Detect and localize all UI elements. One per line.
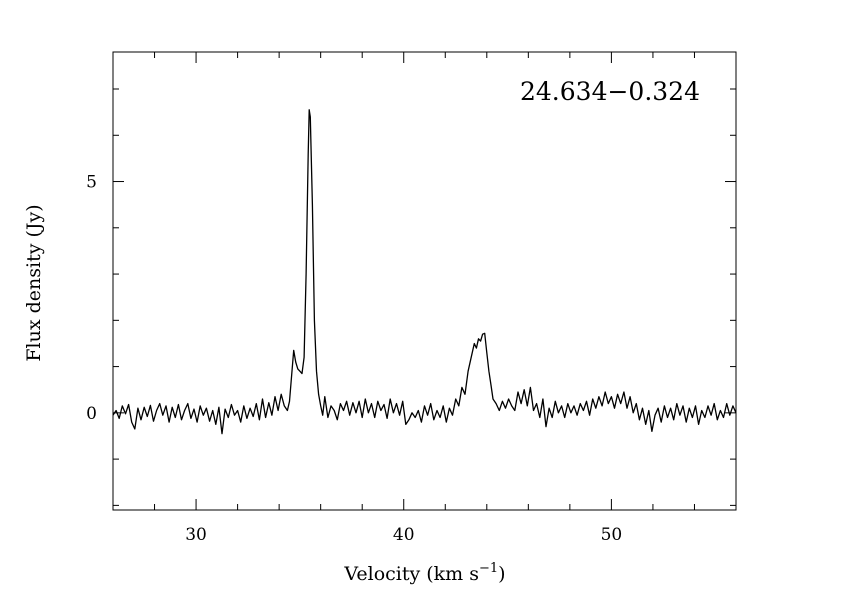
x-axis-title-sup: −1 <box>479 561 498 576</box>
y-tick-label: 0 <box>86 404 97 424</box>
y-tick-label: 5 <box>86 173 97 193</box>
x-axis-title-close: ) <box>498 563 505 585</box>
x-tick-label: 50 <box>601 525 623 545</box>
x-tick-label: 40 <box>393 525 415 545</box>
spectrum-line <box>112 109 737 435</box>
source-label: 24.634−0.324 <box>520 77 700 106</box>
x-axis-title-main: Velocity (km s <box>343 563 479 585</box>
y-axis-title: Flux density (Jy) <box>23 204 45 361</box>
plot-frame <box>112 51 737 511</box>
x-tick-label: 30 <box>185 525 207 545</box>
x-axis-title: Velocity (km s−1) <box>343 561 505 585</box>
